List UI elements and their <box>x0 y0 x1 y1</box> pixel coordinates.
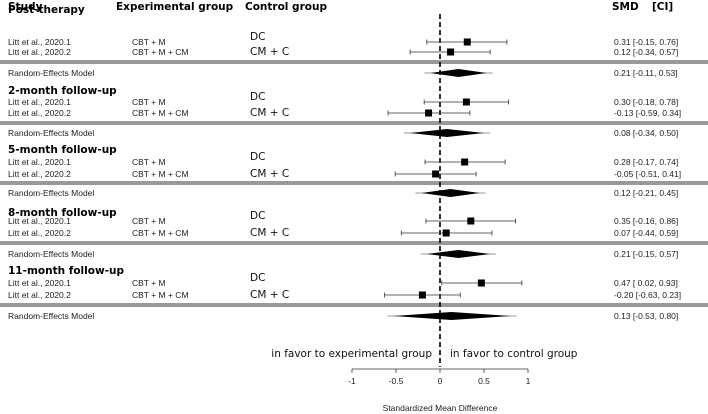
experimental-group-label: CBT + M + CM <box>132 169 189 179</box>
control-group-label: CM + C <box>250 46 289 58</box>
header-study: Study <box>8 1 43 13</box>
pooled-diamond <box>410 129 484 137</box>
pooled-label: Random-Effects Model <box>8 249 94 259</box>
study-point <box>447 48 455 56</box>
section-title: 5-month follow-up <box>8 144 117 156</box>
pooled-label: Random-Effects Model <box>8 68 94 78</box>
study-label: Litt et al., 2020.2 <box>8 169 71 179</box>
experimental-group-label: CBT + M <box>132 278 166 288</box>
smd-value-label: 0.07 [-0.44, 0.59] <box>614 228 678 238</box>
smd-value-label: -0.13 [-0.59, 0.34] <box>614 108 681 118</box>
favor-experimental-label: in favor to experimental group <box>271 348 432 360</box>
study-label: Litt et al., 2020.2 <box>8 47 71 57</box>
study-label: Litt et al., 2020.2 <box>8 108 71 118</box>
study-point <box>467 217 475 225</box>
x-axis-tick-label: 0.5 <box>478 376 490 386</box>
study-point <box>442 229 450 237</box>
smd-value-label: 0.35 [-0.16, 0.86] <box>614 216 678 226</box>
experimental-group-label: CBT + M + CM <box>132 290 189 300</box>
smd-value-label: 0.47 [ 0.02, 0.93] <box>614 278 678 288</box>
study-point <box>461 158 469 166</box>
experimental-group-label: CBT + M <box>132 157 166 167</box>
study-point <box>462 98 470 106</box>
control-group-label: DC <box>250 31 265 43</box>
pooled-diamond <box>426 250 491 258</box>
control-group-label: DC <box>250 210 265 222</box>
pooled-diamond <box>393 312 511 320</box>
pooled-label: Random-Effects Model <box>8 188 94 198</box>
pooled-label: Random-Effects Model <box>8 311 94 321</box>
experimental-group-label: CBT + M <box>132 216 166 226</box>
pooled-smd-value-label: 0.12 [-0.21, 0.45] <box>614 188 678 198</box>
x-axis-tick-label: -1 <box>348 376 356 386</box>
smd-value-label: 0.12 [-0.34, 0.57] <box>614 47 678 57</box>
pooled-diamond <box>430 69 487 77</box>
control-group-label: CM + C <box>250 227 289 239</box>
study-label: Litt et al., 2020.2 <box>8 228 71 238</box>
pooled-smd-value-label: 0.21 [-0.15, 0.57] <box>614 249 678 259</box>
section-title: Post-therapy <box>8 4 85 16</box>
study-label: Litt et al., 2020.1 <box>8 97 71 107</box>
pooled-label: Random-Effects Model <box>8 128 94 138</box>
smd-value-label: -0.20 [-0.63, 0.23] <box>614 290 681 300</box>
experimental-group-label: CBT + M + CM <box>132 108 189 118</box>
study-label: Litt et al., 2020.1 <box>8 157 71 167</box>
header-ci: [CI] <box>652 1 673 13</box>
favor-control-label: in favor to control group <box>450 348 578 360</box>
study-point <box>463 38 471 46</box>
experimental-group-label: CBT + M + CM <box>132 47 189 57</box>
control-group-label: CM + C <box>250 107 289 119</box>
header-control-group: Control group <box>245 1 327 13</box>
x-axis-tick-label: -0.5 <box>389 376 404 386</box>
x-axis-title: Standardized Mean Difference <box>383 403 498 413</box>
x-axis-tick-label: 0 <box>438 376 443 386</box>
smd-value-label: -0.05 [-0.51, 0.41] <box>614 169 681 179</box>
study-label: Litt et al., 2020.1 <box>8 37 71 47</box>
section-title: 11-month follow-up <box>8 265 124 277</box>
header-smd: SMD <box>612 1 639 13</box>
pooled-smd-value-label: 0.08 [-0.34, 0.50] <box>614 128 678 138</box>
section-title: 8-month follow-up <box>8 207 117 219</box>
section-title: 2-month follow-up <box>8 85 117 97</box>
control-group-label: DC <box>250 272 265 284</box>
pooled-smd-value-label: 0.13 [-0.53, 0.80] <box>614 311 678 321</box>
study-point <box>418 291 426 299</box>
pooled-diamond <box>421 189 480 197</box>
study-point <box>425 109 433 117</box>
header-experimental-group: Experimental group <box>116 1 234 13</box>
smd-value-label: 0.30 [-0.18, 0.78] <box>614 97 678 107</box>
study-point <box>477 279 485 287</box>
pooled-smd-value-label: 0.21 [-0.11, 0.53] <box>614 68 678 78</box>
study-label: Litt et al., 2020.1 <box>8 278 71 288</box>
control-group-label: CM + C <box>250 168 289 180</box>
experimental-group-label: CBT + M <box>132 37 166 47</box>
control-group-label: DC <box>250 91 265 103</box>
experimental-group-label: CBT + M <box>132 97 166 107</box>
x-axis-tick-label: 1 <box>526 376 531 386</box>
smd-value-label: 0.31 [-0.15, 0.76] <box>614 37 678 47</box>
study-point <box>432 170 440 178</box>
control-group-label: DC <box>250 151 265 163</box>
study-label: Litt et al., 2020.2 <box>8 290 71 300</box>
experimental-group-label: CBT + M + CM <box>132 228 189 238</box>
study-label: Litt et al., 2020.1 <box>8 216 71 226</box>
smd-value-label: 0.28 [-0.17, 0.74] <box>614 157 678 167</box>
control-group-label: CM + C <box>250 289 289 301</box>
